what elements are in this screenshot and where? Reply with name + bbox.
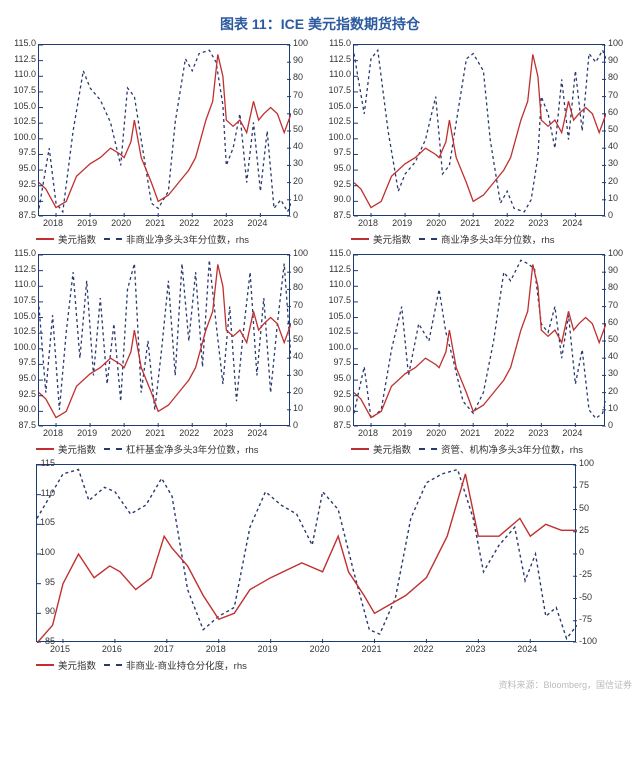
panel-1: 87.590.092.595.097.5100.0102.5105.0107.5… [8, 44, 317, 246]
chart-legend: 美元指数非商业净多头3年分位数，rhs [36, 232, 317, 246]
chart-legend: 美元指数杠杆基金净多头3年分位数，rhs [36, 442, 317, 456]
chart-legend: 美元指数非商业-商业持仓分化度，rhs [36, 658, 632, 672]
panel-3: 87.590.092.595.097.5100.0102.5105.0107.5… [8, 254, 317, 456]
panel-5: 859095100105110115-100-75-50-25025507510… [8, 464, 632, 672]
panel-grid: 87.590.092.595.097.5100.0102.5105.0107.5… [8, 44, 632, 672]
chart-title: 图表 11：ICE 美元指数期货持仓 [8, 14, 632, 34]
chart-legend: 美元指数资管、机构净多头3年分位数，rhs [351, 442, 632, 456]
chart-legend: 美元指数商业净多头3年分位数，rhs [351, 232, 632, 246]
panel-4: 87.590.092.595.097.5100.0102.5105.0107.5… [323, 254, 632, 456]
panel-2: 87.590.092.595.097.5100.0102.5105.0107.5… [323, 44, 632, 246]
source-text: 资料来源：Bloomberg，国信证券 [8, 678, 632, 691]
